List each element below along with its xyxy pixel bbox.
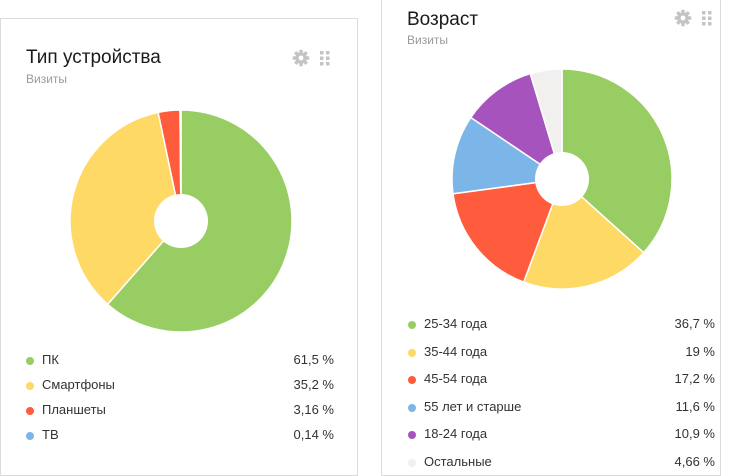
donut-hole	[535, 152, 589, 206]
legend-value: 19 %	[685, 343, 715, 359]
legend-value: 35,2 %	[293, 377, 334, 392]
pie-slice-25-34-года[interactable]	[561, 68, 673, 254]
legend-label: 55 лет и старше	[424, 398, 522, 414]
legend-color-dot	[408, 431, 416, 439]
pie-slice-18-24-года[interactable]	[469, 72, 564, 181]
legend-value: 3,16 %	[293, 402, 334, 417]
donut-hole	[154, 194, 208, 248]
legend-label: ТВ	[42, 427, 59, 442]
legend-label: Смартфоны	[42, 377, 115, 392]
legend-item-смартфоны[interactable]: Смартфоны 35,2 %	[26, 377, 334, 395]
gear-icon[interactable]	[674, 9, 692, 27]
legend-value: 17,2 %	[674, 371, 715, 386]
widget-subtitle: Визиты	[407, 33, 449, 47]
legend-color-dot	[408, 403, 416, 412]
legend-color-dot	[408, 348, 416, 357]
widget-subtitle: Визиты	[26, 72, 68, 86]
pie-slice-55-лет-и-старше[interactable]	[451, 116, 565, 195]
widget-title: Тип устройства	[26, 47, 161, 68]
legend-label: Остальные	[424, 453, 492, 469]
legend-item-35-44-года[interactable]: 35-44 года 19 %	[408, 344, 715, 362]
legend-label: 18-24 года	[424, 426, 488, 441]
legend-label: 45-54 года	[424, 371, 488, 386]
legend-color-dot	[26, 382, 34, 390]
widget-title: Возраст	[407, 9, 479, 30]
legend-value: 10,9 %	[674, 426, 715, 441]
legend-value: 11,6 %	[675, 398, 715, 414]
age-pie-chart	[451, 68, 673, 290]
pie-slice-35-44-года[interactable]	[522, 177, 645, 290]
device-type-pie-chart	[69, 109, 293, 333]
legend-value: 61,5 %	[293, 352, 334, 367]
gear-icon[interactable]	[292, 49, 310, 67]
legend-item-55-лет-и-старше[interactable]: 55 лет и старше 11,6 %	[408, 399, 715, 417]
legend-item-тв[interactable]: ТВ 0,14 %	[26, 427, 334, 445]
pie-slice-тв[interactable]	[179, 109, 182, 222]
legend-item-пк[interactable]: ПК 61,5 %	[26, 352, 334, 370]
legend-color-dot	[26, 407, 34, 415]
legend-item-45-54-года[interactable]: 45-54 года 17,2 %	[408, 371, 715, 389]
legend-color-dot	[26, 357, 34, 365]
legend-label: 25-34 года	[424, 316, 488, 331]
legend-color-dot	[408, 376, 416, 384]
drag-handle-icon[interactable]	[701, 10, 713, 26]
device-type-widget: Тип устройства Визиты ПК 61,5 % Смартфоны 3…	[0, 18, 358, 476]
legend-label: 35-44 года	[424, 343, 488, 359]
legend-item-25-34-года[interactable]: 25-34 года 36,7 %	[408, 316, 715, 334]
legend-item-остальные[interactable]: Остальные 4,66 %	[408, 454, 715, 472]
legend-value: 4,66 %	[674, 453, 715, 469]
legend-label: Планшеты	[42, 402, 106, 417]
legend-item-18-24-года[interactable]: 18-24 года 10,9 %	[408, 426, 715, 444]
legend-color-dot	[408, 458, 416, 467]
drag-handle-icon[interactable]	[319, 50, 331, 66]
legend-value: 0,14 %	[293, 427, 334, 442]
legend-value: 36,7 %	[674, 316, 715, 331]
legend-item-планшеты[interactable]: Планшеты 3,16 %	[26, 402, 334, 420]
legend-color-dot	[26, 432, 34, 440]
legend-label: ПК	[42, 352, 59, 367]
legend-color-dot	[408, 321, 416, 329]
pie-slice-смартфоны[interactable]	[69, 111, 182, 306]
pie-slice-остальные[interactable]	[529, 68, 563, 180]
pie-slice-45-54-года[interactable]	[452, 178, 564, 284]
age-widget: Возраст Визиты 25-34 года 36,7 % 35-44 год…	[381, 0, 721, 476]
